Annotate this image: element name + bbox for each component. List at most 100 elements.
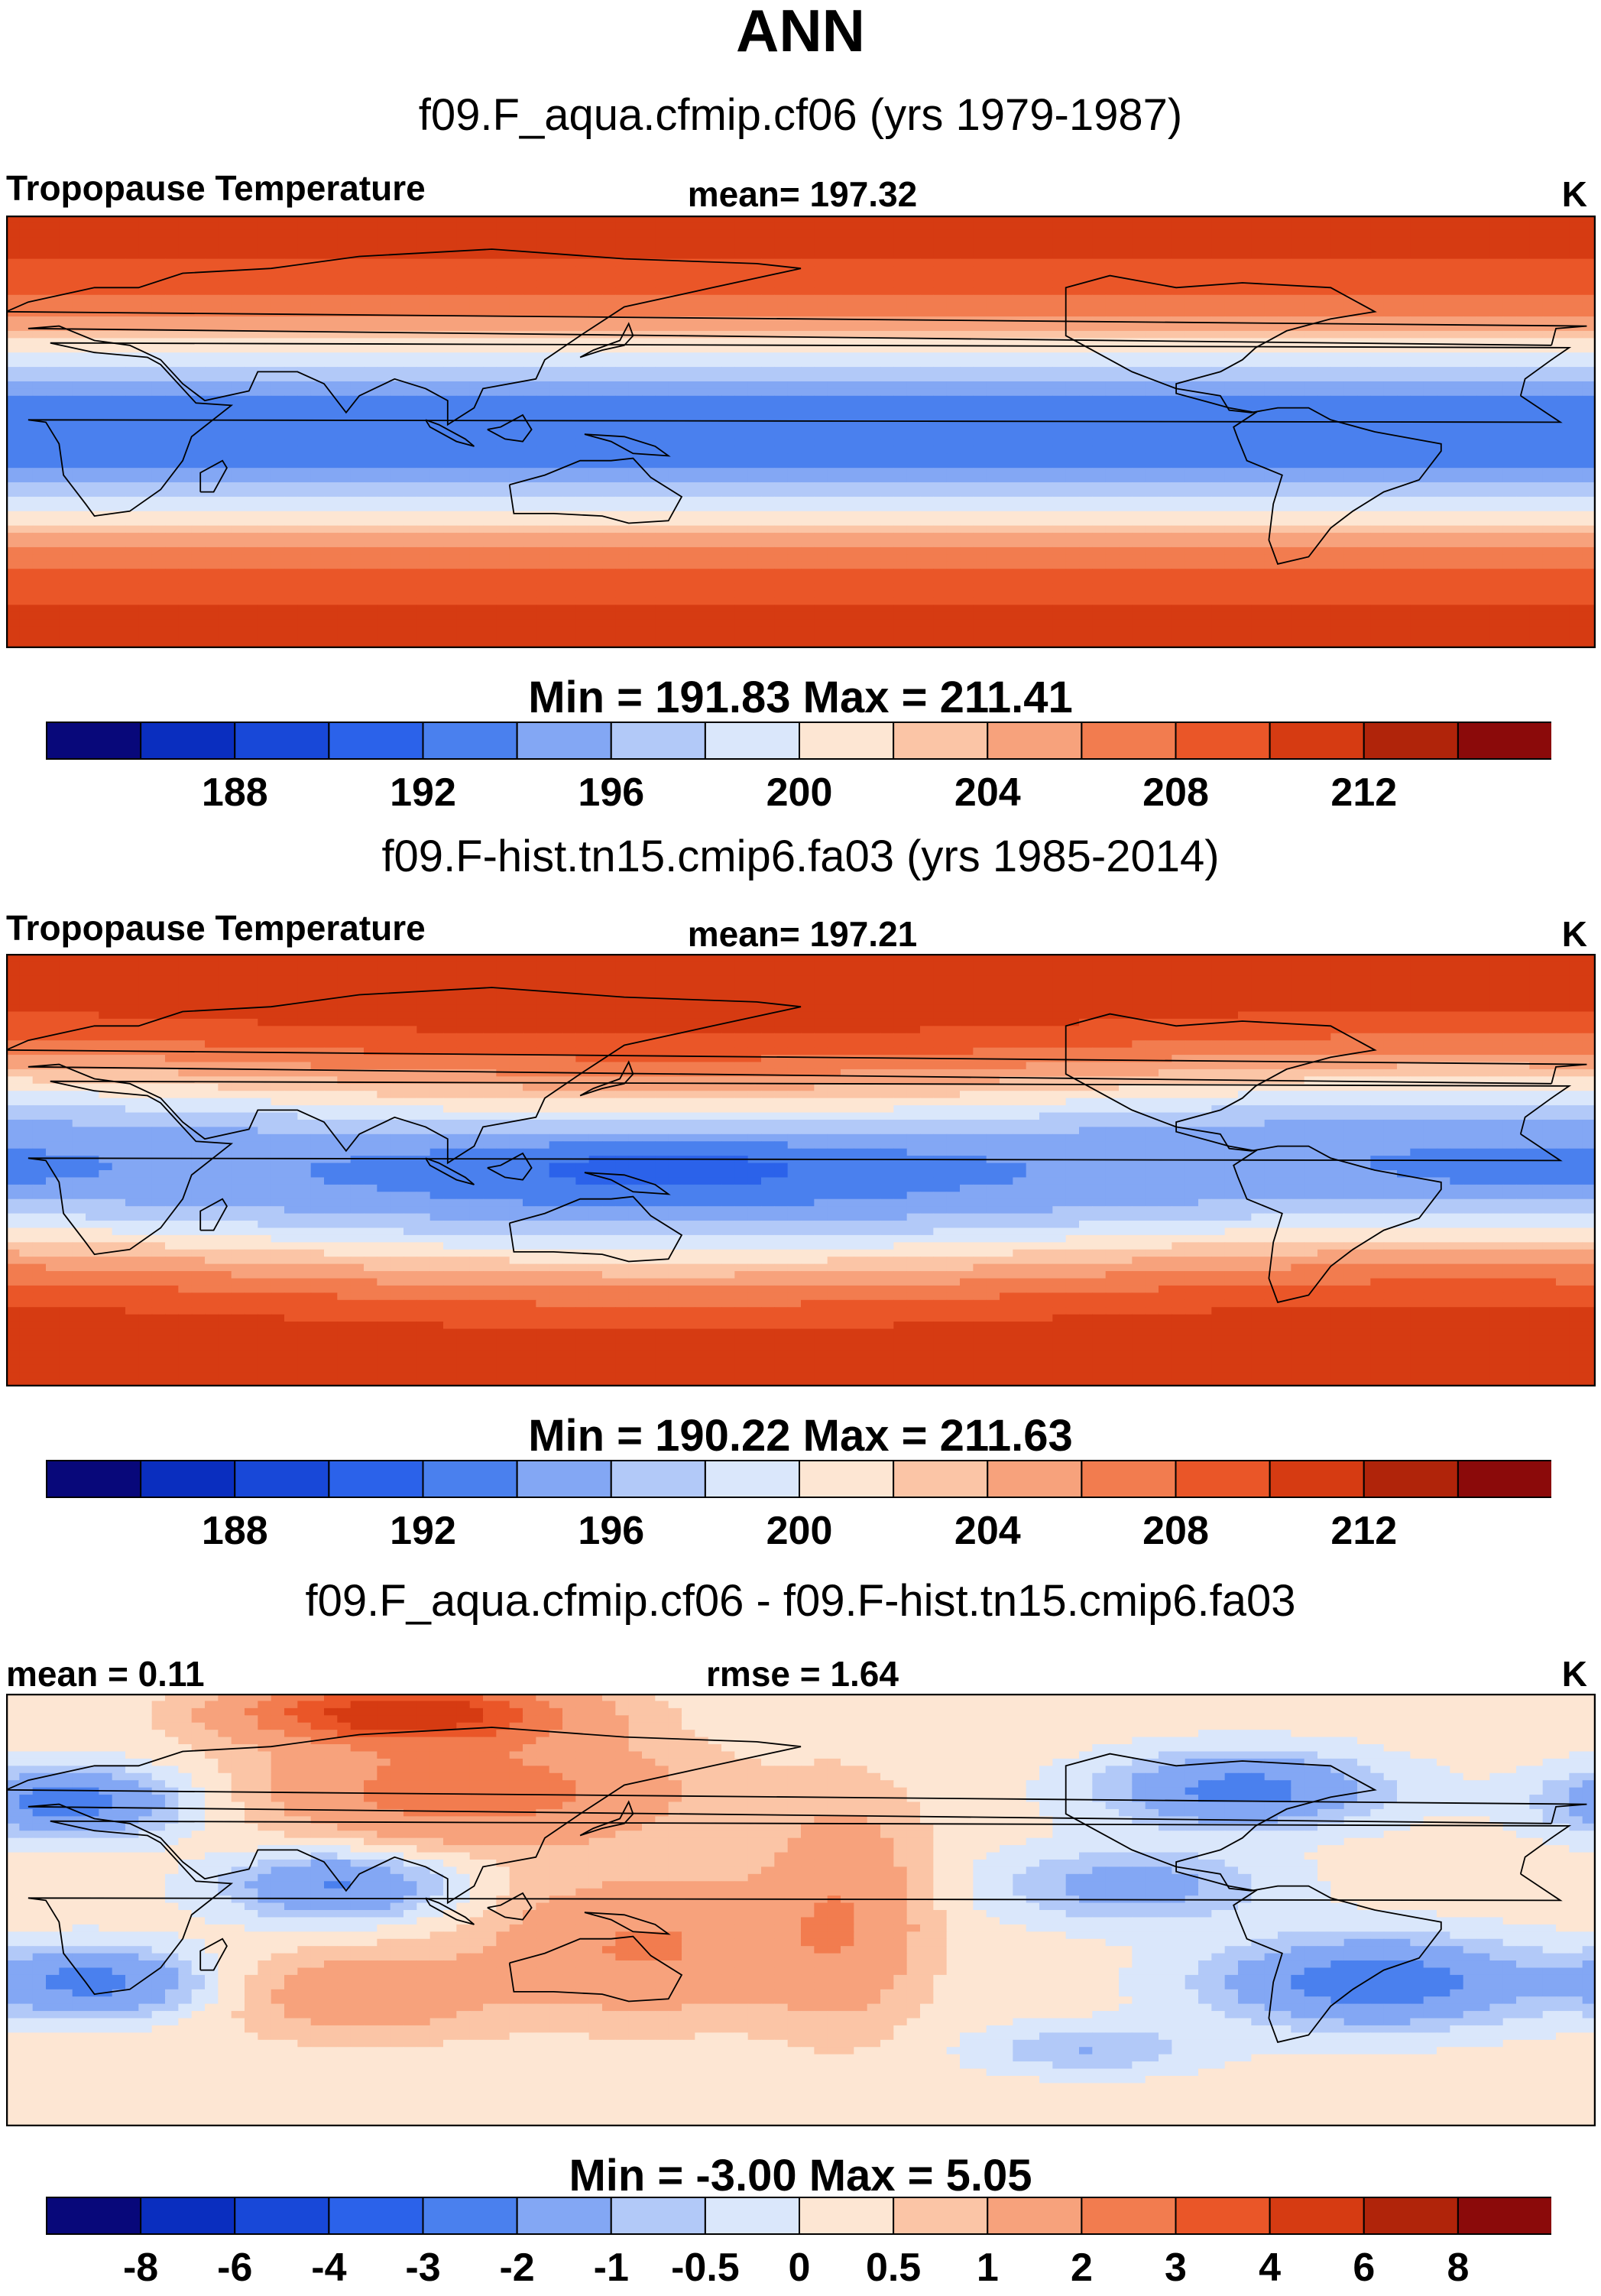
field-cell (615, 345, 630, 353)
field-cell (1159, 302, 1172, 310)
field-cell (1357, 410, 1371, 418)
field-cell (443, 294, 457, 303)
field-cell (377, 280, 391, 288)
field-cell (1105, 410, 1120, 418)
field-cell (1278, 359, 1291, 368)
field-cell (536, 323, 550, 332)
field-cell (1357, 237, 1371, 245)
field-cell (615, 381, 630, 389)
field-cell (496, 367, 510, 375)
field-cell (668, 374, 682, 382)
field-cell (801, 453, 815, 462)
field-cell (1105, 237, 1120, 245)
field-cell (1582, 309, 1596, 317)
field-cell (1224, 446, 1239, 454)
field-cell (1172, 338, 1186, 346)
field-cell (496, 330, 510, 339)
field-cell (628, 280, 643, 288)
field-cell (708, 460, 722, 469)
field-cell (469, 229, 484, 238)
field-cell (245, 460, 258, 469)
field-cell (258, 482, 272, 491)
field-cell (32, 216, 47, 224)
field-cell (32, 381, 47, 389)
field-cell (1159, 504, 1172, 512)
field-cell (1343, 345, 1358, 353)
field-cell (1582, 403, 1596, 411)
field-cell (1397, 359, 1411, 368)
field-cell (205, 446, 219, 454)
field-cell (1463, 302, 1477, 310)
field-cell (1423, 381, 1437, 389)
field-cell (1291, 352, 1305, 361)
field-cell (112, 273, 126, 281)
field-cell (1450, 280, 1464, 288)
field-cell (708, 323, 722, 332)
field-cell (403, 330, 417, 339)
field-cell (191, 222, 206, 231)
field-cell (324, 316, 338, 325)
field-cell (734, 460, 749, 469)
field-cell (867, 345, 881, 353)
field-cell (99, 316, 113, 325)
field-cell (350, 237, 365, 245)
field-cell (1582, 482, 1596, 491)
field-cell (310, 302, 325, 310)
field-cell (1343, 258, 1358, 267)
field-cell (708, 287, 722, 296)
field-cell (1317, 367, 1331, 375)
field-cell (893, 489, 908, 498)
field-cell (284, 388, 298, 397)
field-cell (59, 504, 73, 512)
field-cell (1132, 453, 1146, 462)
field-cell (284, 352, 298, 361)
field-cell (1211, 229, 1226, 238)
field-cell (1489, 489, 1504, 498)
field-cell (642, 302, 656, 310)
field-cell (615, 237, 630, 245)
field-cell (1052, 403, 1067, 411)
field-cell (893, 323, 908, 332)
field-cell (46, 496, 60, 504)
field-cell (523, 424, 536, 433)
field-cell (19, 323, 34, 332)
field-cell (787, 330, 802, 339)
field-cell (271, 216, 285, 224)
field-cell (310, 244, 325, 252)
field-cell (1582, 475, 1596, 483)
field-cell (747, 352, 762, 361)
field-cell (1383, 352, 1398, 361)
field-cell (1304, 273, 1318, 281)
field-cell (946, 446, 961, 454)
field-cell (1013, 475, 1027, 483)
field-cell (841, 489, 854, 498)
field-cell (350, 446, 365, 454)
field-cell (1317, 280, 1331, 288)
field-cell (682, 352, 695, 361)
field-cell (973, 345, 987, 353)
field-cell (1065, 244, 1080, 252)
field-cell (509, 266, 523, 274)
field-cell (1516, 222, 1530, 231)
field-cell (1159, 309, 1172, 317)
field-cell (1159, 251, 1172, 260)
field-cell (456, 359, 471, 368)
field-cell (960, 403, 974, 411)
field-cell (628, 287, 643, 296)
field-cell (575, 410, 590, 418)
field-cell (1211, 237, 1226, 245)
field-cell (1172, 388, 1186, 397)
field-cell (496, 374, 510, 382)
field-cell (310, 410, 325, 418)
field-cell (125, 460, 139, 469)
field-cell (456, 482, 471, 491)
field-cell (801, 287, 815, 296)
field-cell (523, 222, 536, 231)
field-cell (1343, 388, 1358, 397)
field-cell (245, 345, 258, 353)
field-cell (602, 258, 616, 267)
field-cell (536, 352, 550, 361)
field-cell (523, 468, 536, 476)
field-cell (469, 345, 484, 353)
field-cell (920, 287, 934, 296)
